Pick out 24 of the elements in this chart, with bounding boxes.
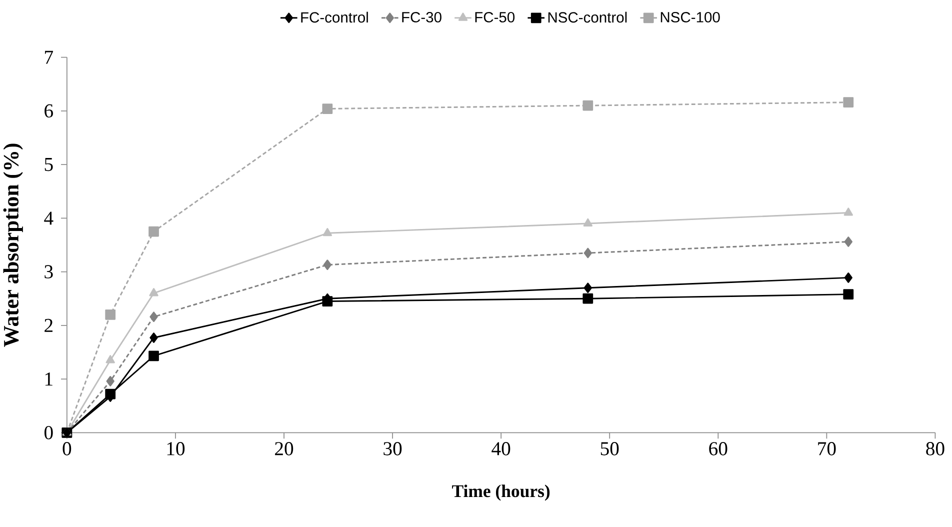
x-tick-label: 40 xyxy=(492,442,510,456)
legend-label: FC-50 xyxy=(475,12,515,22)
y-tick-label: 5 xyxy=(44,158,53,171)
legend-label: NSC-control xyxy=(548,12,627,22)
x-tick-label: 20 xyxy=(275,442,294,456)
legend-label: FC-30 xyxy=(402,12,442,22)
y-tick-label: 4 xyxy=(44,211,54,224)
x-tick-label: 80 xyxy=(926,442,944,456)
y-tick-label: 2 xyxy=(44,318,52,332)
x-tick-label: 50 xyxy=(600,442,619,456)
y-tick-label: 3 xyxy=(44,264,53,278)
x-axis-title: Time (hours) xyxy=(452,484,550,501)
x-tick-label: 0 xyxy=(62,442,72,456)
x-tick-label: 10 xyxy=(167,442,185,456)
x-tick-label: 60 xyxy=(709,442,728,456)
y-tick-label: 7 xyxy=(45,50,54,64)
legend-label: FC-control xyxy=(301,12,368,22)
y-tick-label: 6 xyxy=(44,104,53,118)
x-tick-label: 30 xyxy=(384,442,402,456)
y-axis-title: Water absorption (%) xyxy=(3,143,23,347)
legend-label: NSC-100 xyxy=(660,12,720,22)
y-tick-label: 1 xyxy=(45,372,52,386)
y-tick-label: 0 xyxy=(44,426,53,440)
x-tick-label: 70 xyxy=(818,442,836,456)
